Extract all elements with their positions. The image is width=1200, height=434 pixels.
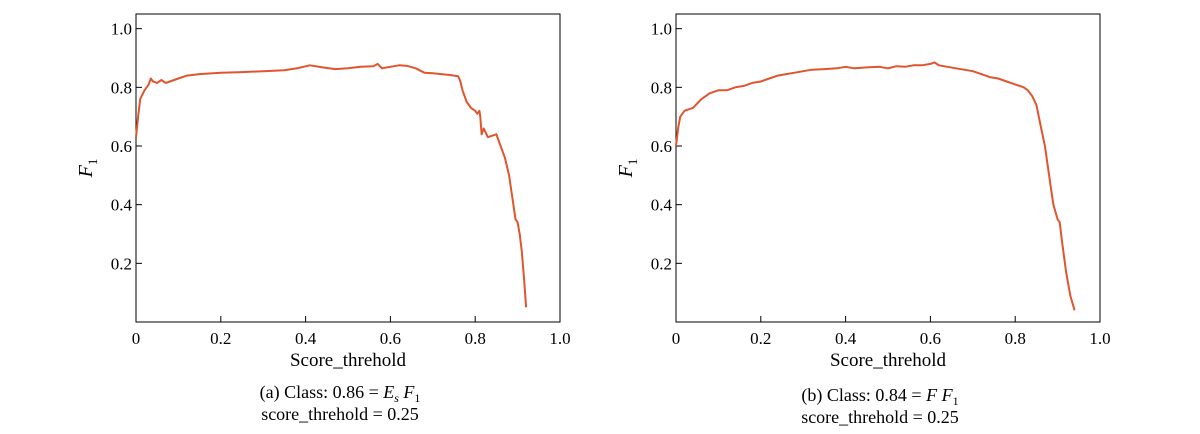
x-axis-label: Score_threhold [290, 350, 407, 371]
x-tick-label: 1.0 [1089, 329, 1110, 348]
y-tick-label: 1.0 [651, 20, 672, 39]
x-tick-label: 0.8 [1005, 329, 1026, 348]
x-tick-label: 0.4 [835, 329, 857, 348]
x-axis-label: Score_threhold [830, 350, 947, 371]
y-axis-label: F1 [75, 159, 100, 179]
x-tick-label: 0.2 [210, 329, 231, 348]
x-tick-label: 0.2 [750, 329, 771, 348]
chart-panel-1: 0 0.2 0.4 0.6 0.8 1.0 0.2 0.4 0.6 0.8 1.0 Score_thr… [615, 13, 1111, 427]
caption-line-1: (b) Class: 0.84 = F F1 [801, 385, 958, 408]
x-tick-label: 0 [672, 329, 681, 348]
caption-line-2: score_threhold = 0.25 [801, 407, 959, 427]
caption-line-1: (a) Class: 0.86 = Es F1 [260, 382, 421, 405]
x-tick-label: 0 [132, 329, 141, 348]
y-tick-label: 0.4 [111, 196, 133, 215]
chart-panel-0: 0 0.2 0.4 0.6 0.8 1.0 0.2 0.4 0.6 0.8 1.0 Score_thr… [75, 13, 571, 424]
x-tick-label: 0.8 [465, 329, 486, 348]
y-tick-label: 1.0 [111, 20, 132, 39]
x-tick-label: 0.6 [920, 329, 941, 348]
y-tick-label: 0.2 [651, 254, 672, 273]
y-axis-label: F1 [615, 159, 640, 179]
y-tick-label: 0.2 [111, 254, 132, 273]
y-tick-label: 0.8 [111, 78, 132, 97]
y-tick-label: 0.6 [651, 137, 672, 156]
y-tick-label: 0.4 [651, 196, 673, 215]
x-tick-label: 0.6 [380, 329, 401, 348]
caption-line-2: score_threhold = 0.25 [261, 404, 419, 424]
series-line-0 [135, 62, 528, 308]
plot-frame [135, 13, 561, 323]
x-tick-label: 0.4 [295, 329, 317, 348]
series-line-0 [675, 61, 1076, 311]
plot-frame [675, 13, 1101, 323]
y-tick-label: 0.6 [111, 137, 132, 156]
x-tick-label: 1.0 [549, 329, 570, 348]
y-tick-label: 0.8 [651, 78, 672, 97]
